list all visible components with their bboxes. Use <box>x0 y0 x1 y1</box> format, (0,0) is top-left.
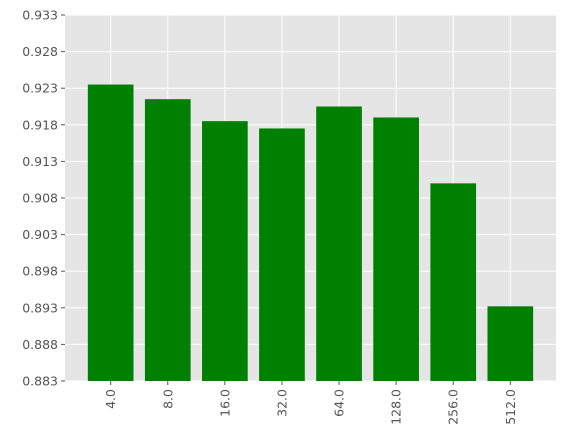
bar-512.0 <box>487 306 534 381</box>
y-tick-label: 0.893 <box>22 300 58 315</box>
x-tick-label: 128.0 <box>389 389 404 425</box>
bar-32.0 <box>259 128 305 381</box>
bar-128.0 <box>373 117 419 381</box>
bar-4.0 <box>87 84 134 381</box>
x-tick-label: 16.0 <box>217 389 232 417</box>
x-tick-label: 32.0 <box>274 389 289 417</box>
bar-8.0 <box>144 99 191 382</box>
y-axis-ticks: 0.883 0.888 0.893 0.898 0.903 0.908 0.913 0.918… <box>22 8 65 389</box>
x-tick-label: 4.0 <box>103 389 118 409</box>
x-tick-label: 64.0 <box>332 389 347 417</box>
y-tick-label: 0.918 <box>22 117 58 132</box>
y-tick-label: 0.928 <box>22 44 58 59</box>
y-tick-label: 0.923 <box>22 81 58 96</box>
x-tick-label: 256.0 <box>446 389 461 425</box>
y-tick-label: 0.883 <box>22 374 58 389</box>
y-tick-label: 0.898 <box>22 264 58 279</box>
x-tick-label: 8.0 <box>160 389 175 409</box>
bar-64.0 <box>316 106 362 381</box>
bar-256.0 <box>430 183 477 381</box>
x-axis-ticks: 4.0 8.0 16.0 32.0 64.0 128.0 256.0 512.0 <box>103 381 518 425</box>
x-tick-label: 512.0 <box>503 389 518 425</box>
y-tick-label: 0.888 <box>22 337 58 352</box>
bars <box>87 84 534 382</box>
y-tick-label: 0.908 <box>22 191 58 206</box>
bar-16.0 <box>202 121 248 381</box>
y-tick-label: 0.913 <box>22 154 58 169</box>
y-tick-label: 0.933 <box>22 8 58 23</box>
y-tick-label: 0.903 <box>22 227 58 242</box>
